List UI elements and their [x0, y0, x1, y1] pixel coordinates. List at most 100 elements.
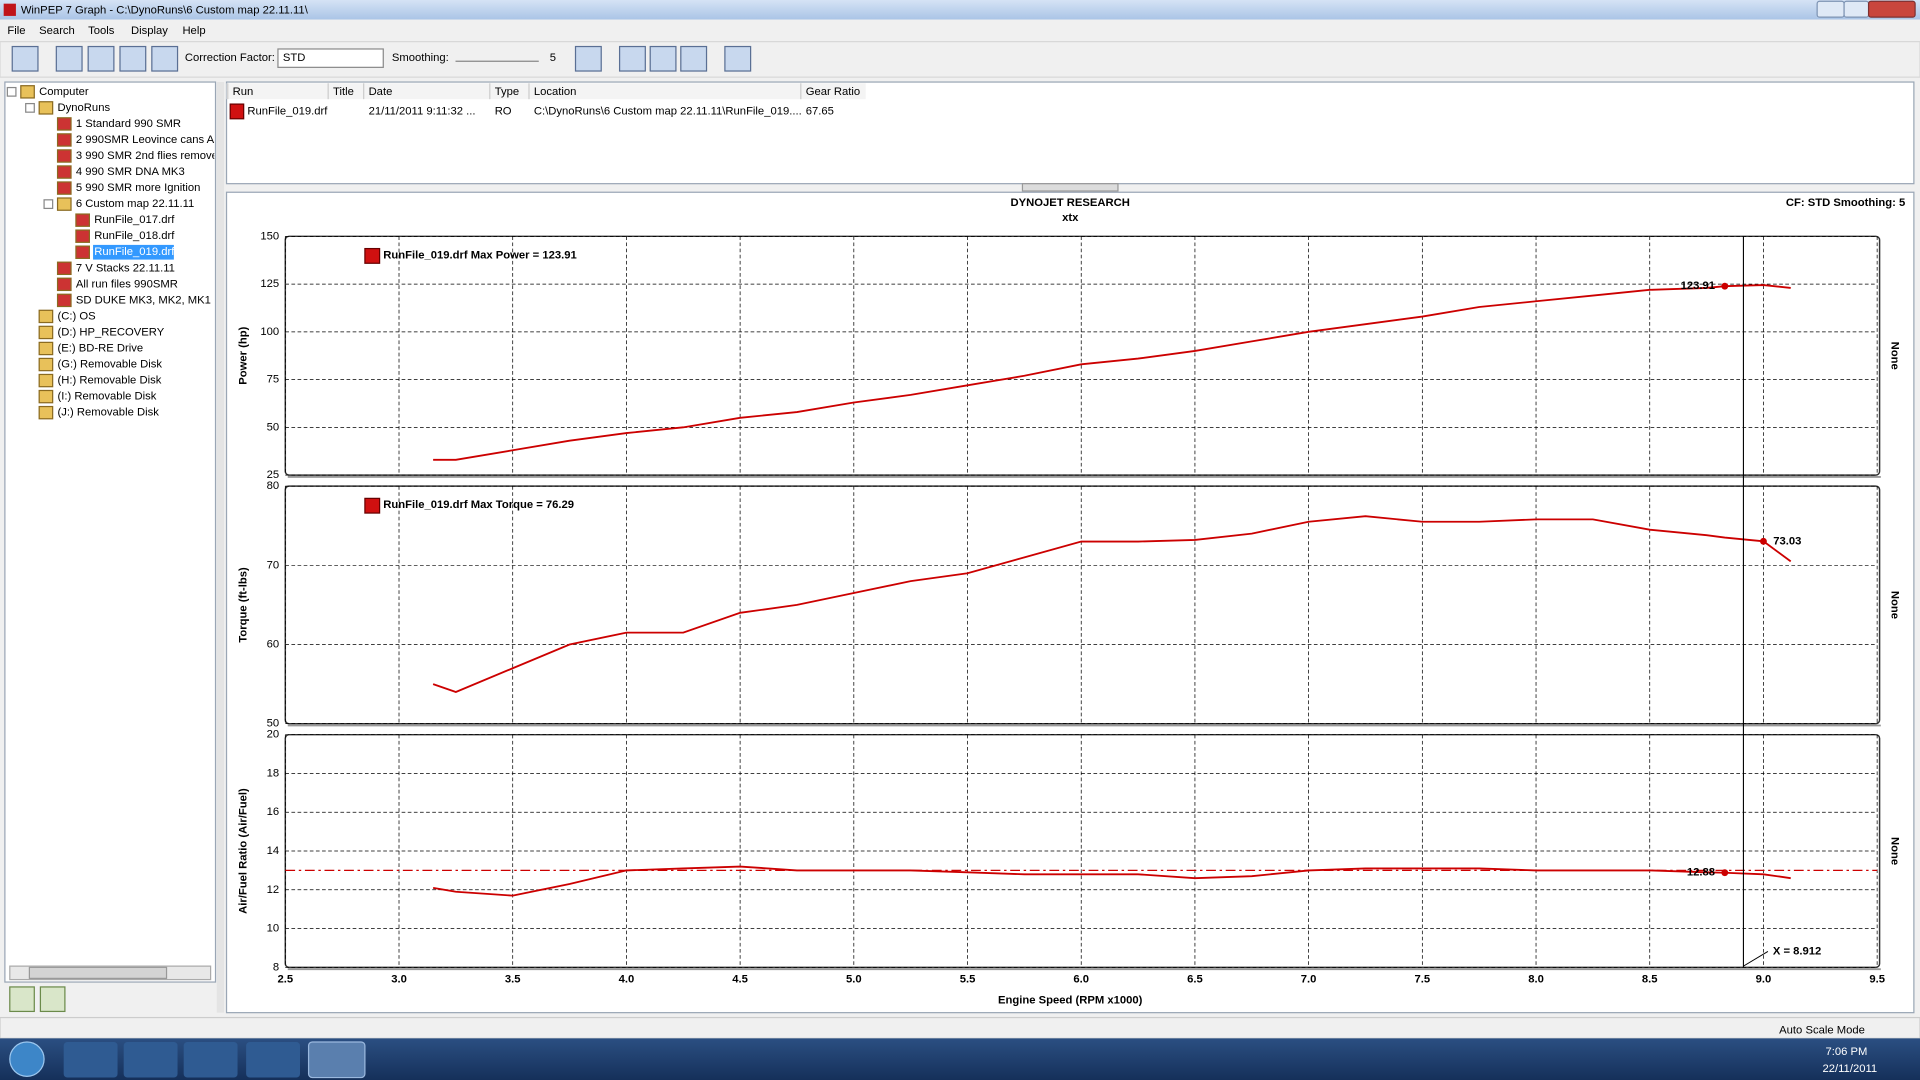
tree-label[interactable]: All run files 990SMR	[76, 278, 178, 290]
tree-label[interactable]: Computer	[39, 86, 89, 98]
tree-expander[interactable]	[6, 86, 17, 97]
tree-label[interactable]: (E:) BD-RE Drive	[58, 342, 144, 354]
column-header[interactable]: Title	[333, 86, 354, 98]
menu-item[interactable]: Tools	[88, 25, 115, 37]
ie-button[interactable]	[63, 1042, 118, 1078]
tree-label[interactable]: 1 Standard 990 SMR	[76, 118, 181, 130]
y-tick-label: 8	[273, 961, 279, 973]
tree-label[interactable]: (I:) Removable Disk	[58, 391, 157, 403]
y-tick-label: 60	[267, 638, 280, 650]
tree-label[interactable]: RunFile_017.drf	[94, 214, 175, 226]
tree-label[interactable]: (D:) HP_RECOVERY	[58, 326, 165, 338]
window-title: WinPEP 7 Graph - C:\DynoRuns\6 Custom ma…	[21, 4, 309, 16]
toolbar-button[interactable]	[11, 45, 39, 72]
minimize-button[interactable]	[1816, 0, 1845, 18]
legend-label: RunFile_019.drf Max Torque = 76.29	[383, 499, 574, 511]
value-label: 12.88	[1687, 867, 1715, 879]
correction-combo[interactable]	[277, 48, 384, 68]
tree-label[interactable]: RunFile_019.drf	[94, 246, 175, 258]
tree-label[interactable]: 2 990SMR Leovince cans A	[76, 134, 215, 146]
maximize-button[interactable]	[1843, 0, 1870, 18]
tree-tool-2[interactable]	[39, 986, 66, 1013]
start-button[interactable]	[9, 1041, 45, 1077]
tree-label[interactable]: SD DUKE MK3, MK2, MK1	[76, 294, 211, 306]
x-tick-label: 3.5	[505, 974, 521, 986]
toolbar-button[interactable]	[151, 45, 179, 72]
tree-expander[interactable]	[25, 102, 35, 113]
tree-label[interactable]: 5 990 SMR more Ignition	[76, 182, 200, 194]
toolbar-button[interactable]	[87, 45, 115, 72]
tree-label[interactable]: (G:) Removable Disk	[58, 358, 163, 370]
x-axis-label: Engine Speed (RPM x1000)	[998, 994, 1143, 1006]
data-line	[432, 515, 1792, 693]
cell: 67.65	[806, 105, 834, 117]
tree-icon	[20, 85, 35, 99]
tree-icon	[56, 277, 72, 292]
y-tick-label: 16	[267, 806, 280, 818]
app-icon	[3, 3, 16, 16]
tree-expander[interactable]	[43, 199, 54, 210]
x-tick-label: 9.5	[1869, 974, 1885, 986]
graph-subtitle: xtx	[1062, 212, 1079, 224]
legend-swatch	[364, 247, 381, 264]
menu-item[interactable]: Display	[131, 25, 168, 37]
graph-title: DYNOJET RESEARCH	[1011, 197, 1130, 209]
explorer-button[interactable]	[123, 1042, 178, 1078]
y-tick-label: 150	[260, 230, 279, 242]
tree-icon	[38, 101, 54, 115]
side-label: None	[1888, 837, 1900, 865]
x-tick-label: 7.0	[1301, 974, 1317, 986]
tree-label[interactable]: DynoRuns	[58, 102, 111, 114]
tree-label[interactable]: (J:) Removable Disk	[58, 407, 160, 419]
column-header[interactable]: Run	[233, 86, 254, 98]
column-header[interactable]: Date	[369, 86, 393, 98]
tree-tool-1[interactable]	[9, 986, 35, 1013]
value-marker	[1760, 537, 1767, 545]
media-button[interactable]	[246, 1042, 300, 1078]
clock-date: 22/11/2011	[1823, 1063, 1878, 1075]
column-header[interactable]: Type	[495, 86, 519, 98]
tree-label[interactable]: RunFile_018.drf	[94, 230, 175, 242]
mail-button[interactable]	[183, 1042, 238, 1078]
splitter[interactable]	[216, 82, 225, 1013]
toolbar-button[interactable]	[649, 45, 677, 72]
menu-item[interactable]: Search	[39, 25, 75, 37]
x-tick-label: 7.5	[1415, 974, 1431, 986]
value-marker	[1721, 869, 1729, 877]
toolbar-button[interactable]	[680, 45, 708, 72]
column-header[interactable]: Gear Ratio	[806, 86, 860, 98]
x-tick-label: 8.0	[1528, 974, 1544, 986]
toolbar-button[interactable]	[618, 45, 646, 72]
close-button[interactable]	[1867, 0, 1916, 18]
tree-icon	[38, 357, 54, 372]
split-handle[interactable]	[1021, 183, 1119, 192]
side-label: None	[1888, 591, 1900, 619]
y-axis-label: Power (hp)	[238, 326, 250, 384]
correction-value: STD	[283, 52, 306, 64]
scroll-thumb[interactable]	[28, 966, 168, 979]
winpep-button[interactable]	[307, 1041, 366, 1079]
tree-label[interactable]: 3 990 SMR 2nd flies remove	[76, 150, 218, 162]
menu-bar	[0, 19, 1920, 42]
tree-label[interactable]: 6 Custom map 22.11.11	[76, 198, 194, 210]
x-tick-label: 3.0	[391, 974, 407, 986]
y-tick-label: 14	[267, 845, 280, 857]
tree-label[interactable]: 4 990 SMR DNA MK3	[76, 166, 185, 178]
side-label: None	[1888, 342, 1900, 370]
toolbar-button[interactable]	[119, 45, 147, 72]
smoothing-value: 5	[550, 52, 556, 64]
column-header[interactable]: Location	[534, 86, 577, 98]
tree-label[interactable]: 7 V Stacks 22.11.11	[76, 262, 175, 274]
menu-item[interactable]: File	[7, 25, 25, 37]
cell: RO	[495, 105, 512, 117]
menu-item[interactable]: Help	[182, 25, 205, 37]
value-marker	[1721, 282, 1729, 290]
tree-label[interactable]: (H:) Removable Disk	[58, 375, 162, 387]
toolbar-button[interactable]	[574, 45, 602, 72]
value-label: 123.91	[1681, 280, 1715, 292]
tree-label[interactable]: (C:) OS	[58, 310, 96, 322]
toolbar-button[interactable]	[724, 45, 752, 72]
tree-icon	[75, 245, 91, 259]
toolbar-button[interactable]	[55, 45, 83, 72]
